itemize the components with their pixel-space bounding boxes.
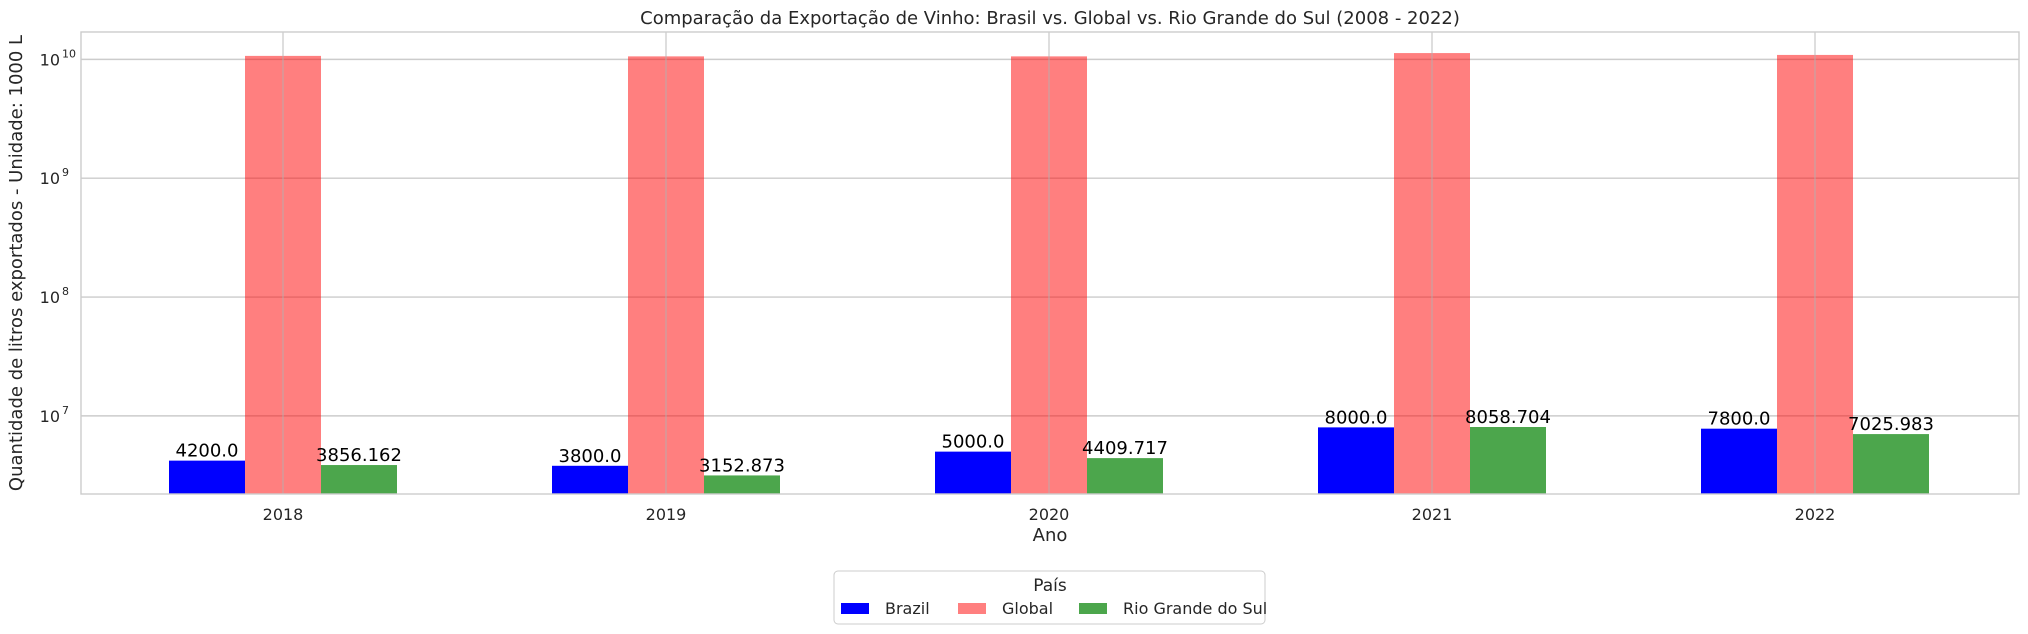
- y-tick-label: 10: [40, 50, 60, 69]
- y-tick-label: 10: [40, 288, 60, 307]
- legend-swatch: [958, 603, 986, 614]
- y-tick-exponent: 9: [62, 166, 69, 179]
- legend-swatch: [841, 603, 869, 614]
- legend-frame: [833, 570, 1266, 625]
- x-tick-label: 2021: [1412, 505, 1453, 524]
- y-tick-exponent: 10: [62, 47, 76, 60]
- data-label: 4409.717: [1082, 438, 1168, 459]
- bar-brazil-2021: [1318, 427, 1394, 494]
- data-label: 3152.873: [699, 455, 785, 476]
- labels-layer: 4200.0 3800.0 5000.0 8000.0 7800.0 3856.162 31…: [176, 407, 1934, 476]
- bar-brazil-2018: [169, 460, 245, 494]
- data-label: 8000.0: [1325, 407, 1388, 428]
- bar-rio-grande-do-sul-2020: [1087, 458, 1163, 494]
- data-label: 7800.0: [1708, 409, 1771, 430]
- legend-label: Rio Grande do Sul: [1123, 599, 1267, 618]
- data-label: 5000.0: [942, 432, 1005, 453]
- plot-frame: [80, 31, 2020, 495]
- data-label: 8058.704: [1465, 407, 1551, 428]
- data-label: 3856.162: [316, 445, 402, 466]
- y-tick-exponent: 7: [62, 404, 69, 417]
- legend-items: Brazil Global Rio Grande do Sul: [841, 599, 1267, 618]
- legend-label: Global: [1002, 599, 1053, 618]
- bar-brazil-2022: [1701, 428, 1777, 494]
- bar-brazil-2020: [935, 451, 1011, 494]
- xticks-layer: 2018 2019 2020 2021 2022: [263, 505, 1836, 524]
- vgrid-layer: [282, 32, 1816, 494]
- x-tick-label: 2022: [1795, 505, 1836, 524]
- x-tick-label: 2018: [263, 505, 304, 524]
- y-tick-exponent: 8: [62, 285, 69, 298]
- legend: País Brazil Global Rio Grande do Sul: [833, 570, 1267, 625]
- legend-swatch: [1079, 603, 1107, 614]
- bar-brazil-2019: [552, 465, 628, 494]
- data-label: 3800.0: [559, 446, 622, 467]
- data-label: 4200.0: [176, 441, 239, 462]
- x-axis-label: Ano: [1033, 525, 1068, 546]
- x-tick-label: 2019: [646, 505, 687, 524]
- x-tick-label: 2020: [1029, 505, 1070, 524]
- data-label: 7025.983: [1848, 414, 1934, 435]
- bar-rio-grande-do-sul-2022: [1853, 434, 1929, 494]
- legend-title: País: [1033, 576, 1067, 596]
- y-axis-label: Quantidade de litros exportados - Unidad…: [6, 35, 27, 491]
- y-tick-label: 10: [40, 407, 60, 426]
- y-tick-label: 10: [40, 169, 60, 188]
- chart-title: Comparação da Exportação de Vinho: Brasi…: [640, 8, 1460, 29]
- bar-rio-grande-do-sul-2019: [704, 475, 780, 494]
- legend-label: Brazil: [885, 599, 930, 618]
- bar-rio-grande-do-sul-2018: [321, 465, 397, 494]
- bar-rio-grande-do-sul-2021: [1470, 427, 1546, 494]
